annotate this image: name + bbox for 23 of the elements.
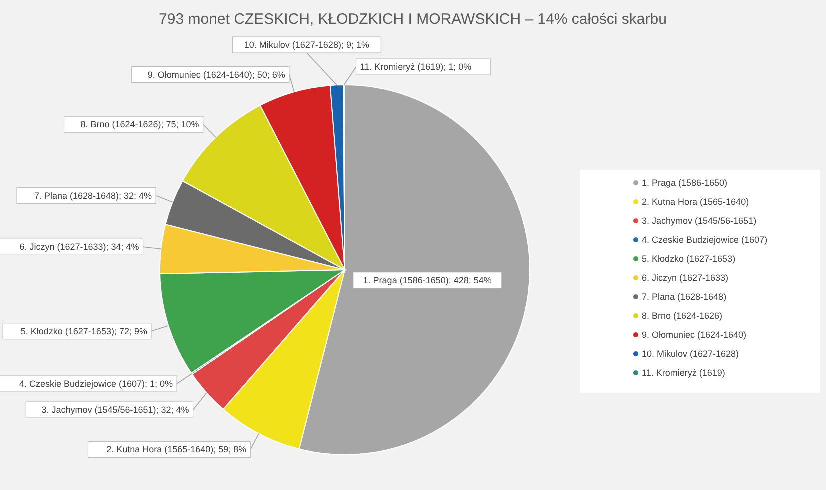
legend-label: 4. Czeskie Budziejowice (1607) [642, 235, 768, 245]
legend-label: 5. Kłodzko (1627-1653) [642, 254, 736, 264]
legend-label: 3. Jachymov (1545/56-1651) [642, 216, 757, 226]
legend-label: 10. Mikulov (1627-1628) [642, 349, 740, 359]
legend-label: 11. Kromieryż (1619) [642, 368, 726, 378]
legend-label: 1. Praga (1586-1650) [642, 178, 728, 188]
data-label: 7. Plana (1628-1648); 32; 4% [34, 190, 152, 201]
legend-label: 8. Brno (1624-1626) [642, 311, 723, 321]
data-label: 6. Jiczyn (1627-1633); 34; 4% [20, 242, 140, 252]
data-label: 10. Mikulov (1627-1628); 9; 1% [244, 40, 370, 50]
data-label: 9. Ołomuniec (1624-1640); 50; 6% [148, 70, 286, 80]
legend-label: 9. Ołomuniec (1624-1640) [642, 330, 747, 340]
data-label: 2. Kutna Hora (1565-1640); 59; 8% [106, 444, 247, 455]
data-label: 8. Brno (1624-1626); 75; 10% [80, 120, 200, 130]
data-label: 4. Czeskie Budziejowice (1607); 1; 0% [19, 378, 174, 389]
legend-label: 2. Kutna Hora (1565-1640) [642, 197, 750, 207]
data-label: 3. Jachymov (1545/56-1651); 32; 4% [42, 404, 190, 415]
data-label: 5. Kłodzko (1627-1653); 72; 9% [20, 326, 148, 336]
data-label: 1. Praga (1586-1650); 428; 54% [363, 275, 492, 286]
data-label: 11. Kromieryż (1619); 1; 0% [360, 62, 472, 72]
legend-label: 7. Plana (1628-1648) [642, 292, 727, 302]
chart-title: 793 monet CZESKICH, KŁODZKICH I MORAWSKICH – 14% całości skarbu [159, 11, 667, 28]
legend-label: 6. Jiczyn (1627-1633) [642, 273, 729, 283]
